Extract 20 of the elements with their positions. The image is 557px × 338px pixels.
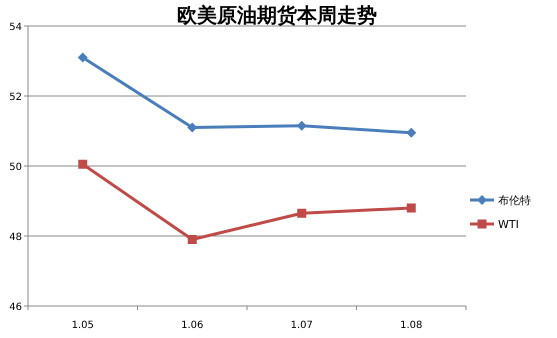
point xyxy=(188,235,197,244)
y-tick-label: 54 xyxy=(9,22,22,33)
point xyxy=(296,120,307,131)
point xyxy=(297,208,306,218)
point xyxy=(187,122,198,132)
x-tick-label: 1.05 xyxy=(72,320,94,331)
legend-label: WTI xyxy=(498,218,519,231)
y-tick-label: 48 xyxy=(9,232,22,243)
point xyxy=(406,204,416,212)
point xyxy=(406,128,416,138)
point xyxy=(78,52,88,62)
x-tick-label: 1.06 xyxy=(181,320,204,331)
legend-label: 布伦特 xyxy=(498,194,531,207)
point xyxy=(78,160,88,169)
x-tick-label: 1.08 xyxy=(400,320,422,331)
y-tick-label: 46 xyxy=(9,302,22,313)
chart-title: 欧美原油期货本周走势 xyxy=(177,3,377,27)
y-tick-label: 52 xyxy=(9,92,22,103)
x-tick-label: 1.07 xyxy=(290,320,313,331)
y-tick-label: 50 xyxy=(9,162,22,173)
